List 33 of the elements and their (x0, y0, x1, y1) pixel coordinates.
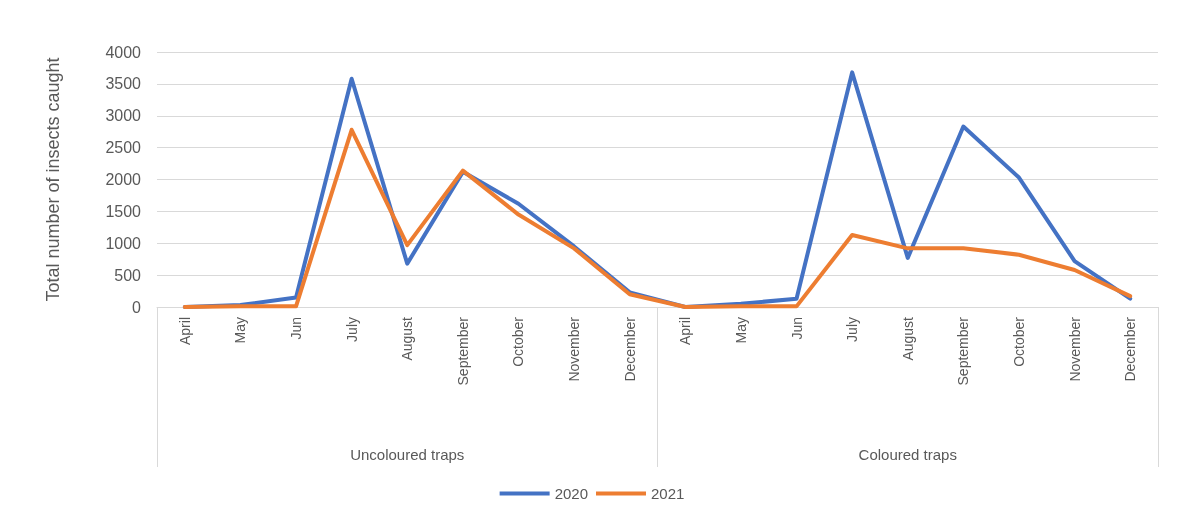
x-tick-label: August (899, 316, 916, 361)
text: Uncoloured traps (350, 446, 465, 463)
x-tick-label: September (454, 316, 471, 386)
legend-label: 2020 (554, 485, 589, 502)
x-tick-label: April (176, 317, 193, 346)
x-tick-label: Jun (788, 317, 805, 340)
y-tick-label: 3000 (105, 107, 142, 125)
y-tick-label: 3500 (105, 75, 142, 93)
y-tick-label: 1000 (105, 234, 142, 252)
x-tick-label: Jun (288, 317, 305, 340)
x-tick-label: October (510, 316, 527, 367)
x-tick-label: July (844, 317, 861, 342)
y-tick-label: 2500 (105, 139, 142, 157)
x-tick-label: December (621, 316, 638, 382)
x-tick-label: August (399, 316, 416, 361)
x-tick-label: May (732, 317, 749, 344)
x-tick-label: September (955, 316, 972, 386)
text: Coloured traps (858, 446, 957, 463)
y-tick-label: 4000 (105, 43, 142, 61)
x-tick-label: July (343, 317, 360, 342)
x-tick-label: October (1010, 316, 1027, 367)
y-tick-label: 2000 (105, 171, 142, 188)
y-tick-label: 500 (114, 266, 142, 284)
x-tick-label: November (1066, 316, 1083, 382)
y-tick-label: 1500 (105, 202, 142, 220)
x-tick-label: April (677, 317, 694, 346)
x-tick-label: December (1122, 316, 1139, 382)
y-tick-label: 0 (132, 298, 142, 316)
y-axis-title: Total number of insects caught (43, 57, 63, 302)
legend-label: 2021 (651, 485, 685, 502)
line-series (182, 127, 1133, 309)
x-tick-label: November (566, 316, 583, 382)
x-tick-label: May (232, 317, 249, 344)
